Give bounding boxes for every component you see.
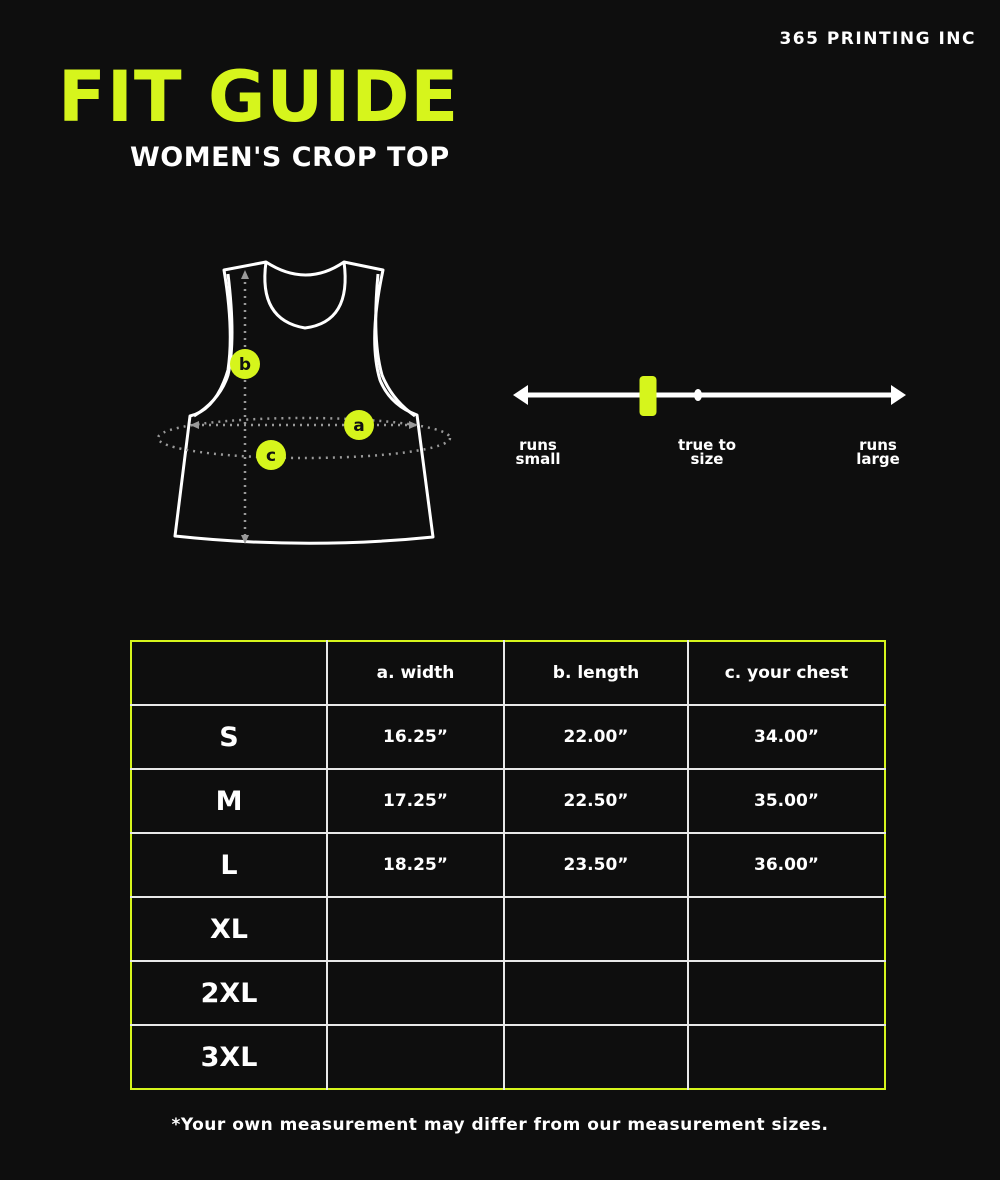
- measurement-cell: [687, 960, 885, 1026]
- label-c-marker: [256, 440, 286, 470]
- shirt-armhole-left: [193, 273, 234, 418]
- header-cell: a. width: [326, 641, 505, 705]
- shirt-armhole-right: [374, 273, 416, 418]
- measurement-cell: [326, 1024, 505, 1089]
- size-table: a. width b. length c. your chest S 16.25”…: [130, 640, 886, 1090]
- size-label: XL: [131, 896, 328, 962]
- arrow-left-icon: [513, 385, 528, 405]
- label-c: c: [266, 446, 276, 466]
- measurement-cell: 23.50”: [503, 832, 689, 898]
- brand-name: 365 PRINTING INC: [779, 29, 976, 49]
- measurement-cell: [326, 960, 505, 1026]
- shirt-outline: [173, 260, 435, 545]
- table-row: S 16.25” 22.00” 34.00”: [131, 704, 885, 770]
- measurement-cell: [503, 1024, 689, 1089]
- size-label: 2XL: [131, 960, 328, 1026]
- label-a-marker: [344, 410, 374, 440]
- measurement-cell: 16.25”: [326, 704, 505, 770]
- size-label: L: [131, 832, 328, 898]
- fit-marker: [639, 376, 657, 416]
- measurement-cell: [503, 896, 689, 962]
- size-label: 3XL: [131, 1024, 328, 1089]
- measurement-cell: 22.00”: [503, 704, 689, 770]
- measurement-cell: 35.00”: [687, 768, 885, 834]
- shirt-collar: [263, 261, 347, 330]
- header-cell: [131, 641, 328, 705]
- table-row: 3XL: [131, 1024, 885, 1089]
- table-row: 2XL: [131, 960, 885, 1026]
- true-to-size-label: true to size: [677, 436, 737, 468]
- measurement-cell: 18.25”: [326, 832, 505, 898]
- table-row: M 17.25” 22.50” 35.00”: [131, 768, 885, 834]
- table-row: L 18.25” 23.50” 36.00”: [131, 832, 885, 898]
- measurement-cell: 34.00”: [687, 704, 885, 770]
- table-header-row: a. width b. length c. your chest: [131, 641, 885, 705]
- page-title: FIT GUIDE: [58, 56, 460, 138]
- measurement-cell: 36.00”: [687, 832, 885, 898]
- fit-scale: [513, 376, 906, 416]
- size-label: M: [131, 768, 328, 834]
- arrow-right-icon: [891, 385, 906, 405]
- header-cell: c. your chest: [687, 641, 885, 705]
- true-to-size-tick: [694, 389, 702, 401]
- page-subtitle: WOMEN'S CROP TOP: [130, 142, 450, 173]
- table-row: XL: [131, 896, 885, 962]
- measurement-cell: [503, 960, 689, 1026]
- label-b: b: [239, 355, 251, 375]
- runs-small-label: runs small: [515, 436, 561, 468]
- measurement-cell: [687, 896, 885, 962]
- header-cell: b. length: [503, 641, 689, 705]
- crop-top-diagram: b a c: [156, 260, 452, 545]
- size-label: S: [131, 704, 328, 770]
- runs-large-label: runs large: [856, 436, 900, 468]
- measurement-cell: [687, 1024, 885, 1089]
- footnote: *Your own measurement may differ from ou…: [171, 1115, 829, 1135]
- measurement-cell: 22.50”: [503, 768, 689, 834]
- measurement-cell: [326, 896, 505, 962]
- label-a: a: [353, 416, 364, 436]
- label-b-marker: [230, 349, 260, 379]
- measurement-cell: 17.25”: [326, 768, 505, 834]
- chest-measure-ellipse: [156, 416, 452, 460]
